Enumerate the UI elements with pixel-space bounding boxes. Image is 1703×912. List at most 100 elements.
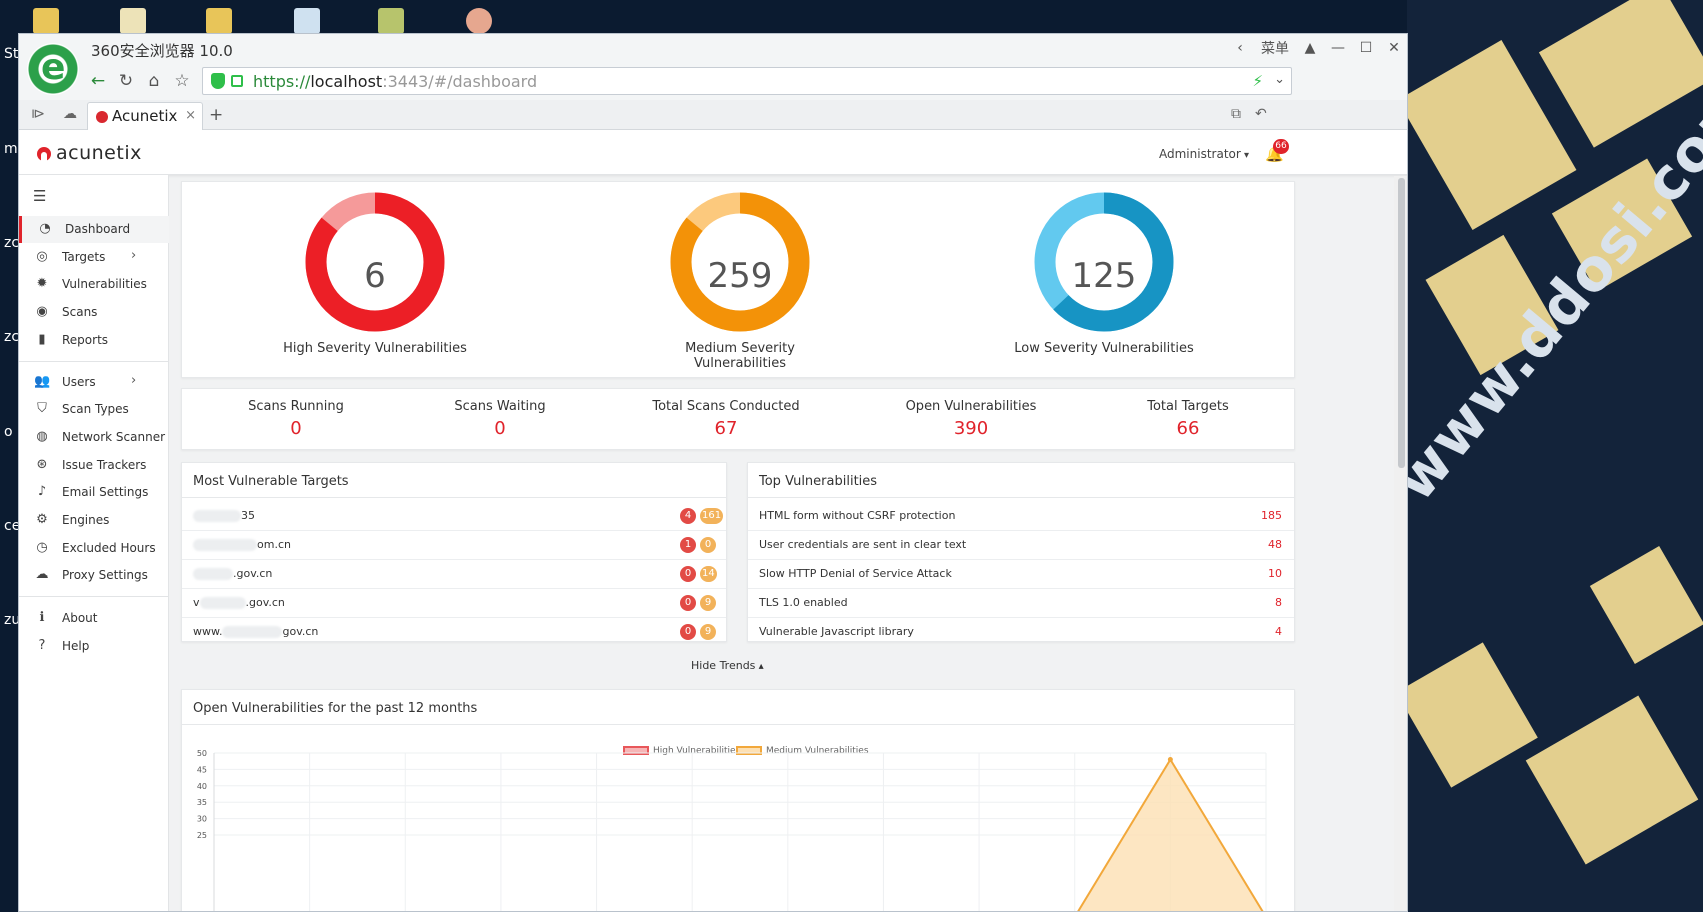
legend-swatch-high (623, 746, 649, 755)
sidebar-item-excluded-hours[interactable]: ◷ Excluded Hours (19, 535, 169, 562)
stat-total-targets[interactable]: Total Targets 66 (1088, 399, 1288, 439)
chevron-right-icon[interactable]: › (131, 248, 137, 263)
user-menu[interactable]: Administrator (1159, 147, 1249, 161)
app-icon[interactable] (378, 8, 404, 34)
hide-trends-button[interactable]: Hide Trends (691, 659, 764, 672)
undo-close-icon[interactable]: ↶ (1255, 106, 1267, 122)
sidebar-item-reports[interactable]: ▮ Reports (19, 327, 169, 354)
sidebar-item-users[interactable]: 👥 Users › (19, 369, 169, 396)
chart-legend-medium[interactable]: Medium Vulnerabilities (736, 746, 869, 756)
severity-donut[interactable]: 6 High Severity Vulnerabilities (275, 192, 475, 356)
restore-window-icon[interactable]: ⧉ (1231, 106, 1241, 122)
sidebar-item-network-scanner[interactable]: ◍ Network Scanner (19, 424, 169, 451)
stat-open-vulnerabilities[interactable]: Open Vulnerabilities 390 (871, 399, 1071, 439)
folder-icon[interactable] (33, 8, 59, 34)
high-count-badge: 0 (680, 595, 696, 611)
high-count-badge: 1 (680, 537, 696, 553)
bookmark-star-icon[interactable]: ☆ (174, 71, 190, 91)
back-button[interactable]: ← (90, 71, 106, 91)
stat-scans-waiting[interactable]: Scans Waiting 0 (400, 399, 600, 439)
home-button[interactable]: ⌂ (148, 71, 160, 91)
vulnerability-count: 185 (1261, 509, 1282, 522)
tab-close-icon[interactable]: × (185, 108, 196, 123)
lightning-icon[interactable]: ⚡ (1252, 72, 1263, 90)
redacted-text (222, 626, 283, 638)
tab-acunetix[interactable]: Acunetix × (87, 102, 203, 130)
sidebar-item-issue-trackers[interactable]: ⊛ Issue Trackers (19, 452, 169, 479)
severity-donut[interactable]: 259 Medium Severity Vulnerabilities (640, 192, 840, 371)
sidebar-item-help[interactable]: ? Help (19, 633, 169, 660)
desktop-label: zu (4, 612, 21, 628)
divider (182, 497, 726, 498)
window-controls: ‹ 菜单 ▲ — ☐ ✕ (1233, 38, 1401, 58)
stat-scans-running[interactable]: Scans Running 0 (196, 399, 396, 439)
vulnerability-row[interactable]: HTML form without CSRF protection 185 (748, 502, 1294, 531)
target-address: 35 (193, 509, 255, 522)
target-address: om.cn (193, 538, 291, 551)
sidebar-item-email-settings[interactable]: ♪ Email Settings (19, 479, 169, 506)
notification-badge: 66 (1273, 139, 1289, 154)
title-bar: 360安全浏览器 10.0 ‹ 菜单 ▲ — ☐ ✕ (19, 34, 1407, 64)
desktop-label: o (4, 424, 13, 440)
shirt-icon[interactable]: ▲ (1304, 40, 1316, 56)
scrollbar-thumb[interactable] (1398, 178, 1405, 468)
sidebar-item-scan-types[interactable]: ⛉ Scan Types (19, 396, 169, 423)
severity-donut[interactable]: 125 Low Severity Vulnerabilities (1004, 192, 1204, 356)
sidebar-item-label: Network Scanner (62, 430, 166, 444)
sidebar-item-label: Scan Types (62, 402, 129, 416)
y-tick-label: 40 (197, 782, 207, 791)
acunetix-app: acunetix Administrator 🔔 66 ☰ ◔ Dashboard… (19, 130, 1407, 911)
image-file-icon[interactable] (294, 8, 320, 34)
vulnerability-row[interactable]: Slow HTTP Denial of Service Attack 10 (748, 560, 1294, 589)
chevron-left-icon[interactable]: ‹ (1237, 40, 1243, 56)
target-row[interactable]: v .gov.cn 0 9 (182, 589, 726, 618)
dropdown-chevron-icon[interactable]: ⌄ (1274, 72, 1285, 87)
target-row[interactable]: .gov.cn 0 14 (182, 560, 726, 589)
chart-legend-high[interactable]: High Vulnerabilities (623, 746, 740, 756)
vulnerability-name: Vulnerable Javascript library (759, 625, 914, 638)
hamburger-menu-icon[interactable]: ☰ (33, 187, 47, 205)
chevron-right-icon[interactable]: › (131, 373, 137, 388)
medium-count-badge: 161 (700, 508, 724, 524)
high-count-badge: 4 (680, 508, 696, 524)
url-input[interactable]: https://localhost:3443/#/dashboard ⚡ ⌄ (202, 67, 1292, 95)
severity-count: 125 (1071, 256, 1137, 296)
close-window-button[interactable]: ✕ (1388, 40, 1400, 56)
sidebar-item-targets[interactable]: ◎ Targets › (19, 244, 169, 271)
lock-icon (231, 75, 243, 87)
folder-icon[interactable] (206, 8, 232, 34)
user-app-icon[interactable] (466, 8, 492, 34)
sidebar-item-dashboard[interactable]: ◔ Dashboard (19, 216, 169, 243)
vulnerability-row[interactable]: TLS 1.0 enabled 8 (748, 589, 1294, 618)
sidebar-item-scans[interactable]: ◉ Scans (19, 299, 169, 326)
address-bar: ← ↻ ⌂ ☆ https://localhost:3443/#/dashboa… (19, 64, 1407, 100)
menu-button[interactable]: 菜单 (1261, 41, 1289, 57)
target-row[interactable]: www. gov.cn 0 9 (182, 618, 726, 641)
acunetix-favicon-icon (96, 111, 108, 123)
sidebar-item-vulnerabilities[interactable]: ✹ Vulnerabilities (19, 271, 169, 298)
file-icon[interactable] (120, 8, 146, 34)
acunetix-logo-icon (37, 147, 51, 161)
reload-button[interactable]: ↻ (118, 71, 134, 91)
sidebar-item-label: Excluded Hours (62, 541, 156, 555)
wallpaper-tile (1407, 642, 1538, 788)
y-tick-label: 25 (197, 831, 207, 840)
sidebar-item-engines[interactable]: ⚙ Engines (19, 507, 169, 534)
severity-label: High Severity Vulnerabilities (283, 341, 467, 356)
maximize-button[interactable]: ☐ (1359, 40, 1373, 56)
target-row[interactable]: om.cn 1 0 (182, 531, 726, 560)
app-header: acunetix Administrator 🔔 66 (19, 130, 1407, 175)
sidebar-item-about[interactable]: ℹ About (19, 605, 169, 632)
sidebar-item-proxy-settings[interactable]: ☁ Proxy Settings (19, 562, 169, 589)
browser-logo-icon (27, 43, 79, 95)
stat-total-scans-conducted[interactable]: Total Scans Conducted 67 (626, 399, 826, 439)
sidebar-toggle-icon[interactable]: ⧐ (31, 106, 45, 122)
target-row[interactable]: 35 4 161 (182, 502, 726, 531)
url-text: https://localhost:3443/#/dashboard (253, 72, 538, 91)
new-tab-button[interactable]: + (209, 105, 224, 125)
minimize-button[interactable]: — (1331, 40, 1345, 56)
vulnerability-row[interactable]: User credentials are sent in clear text 4… (748, 531, 1294, 560)
brand-name: acunetix (56, 142, 142, 164)
cloud-icon[interactable]: ☁ (63, 106, 77, 122)
vulnerability-row[interactable]: Vulnerable Javascript library 4 (748, 618, 1294, 641)
